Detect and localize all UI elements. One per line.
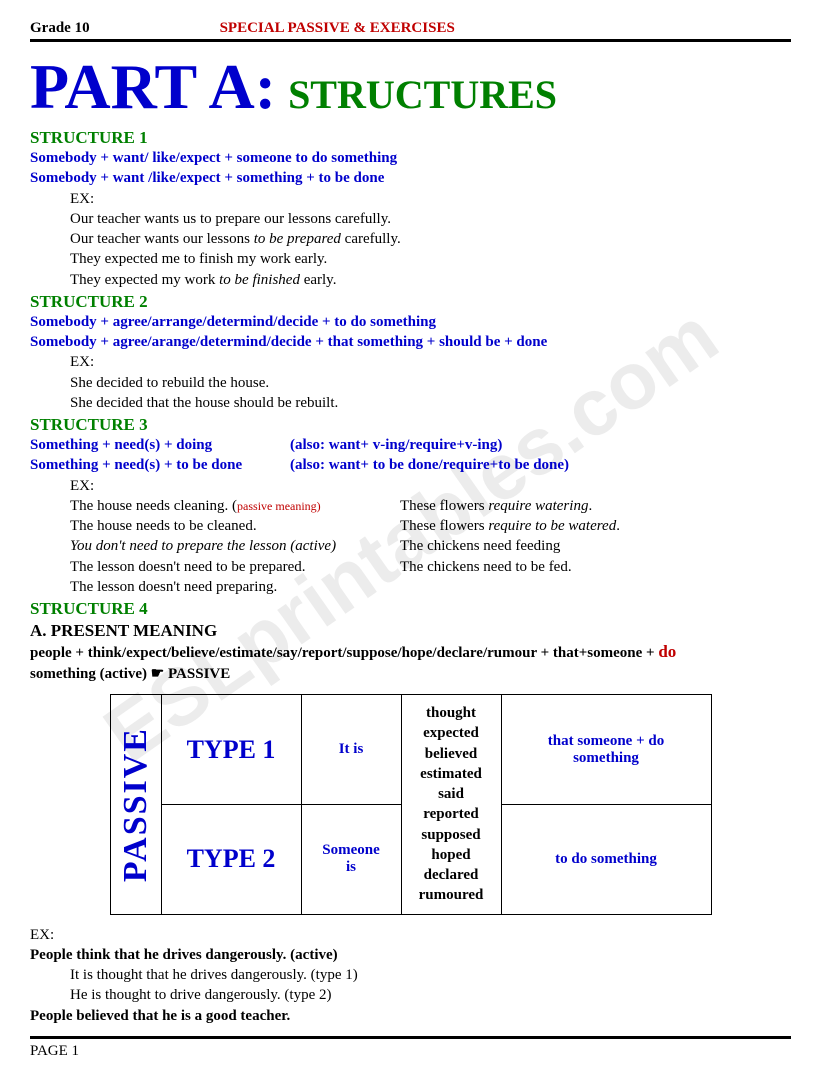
type-2-cell: TYPE 2 xyxy=(161,804,301,914)
type-1-cell: TYPE 1 xyxy=(161,695,301,805)
structure-3-heading: STRUCTURE 3 xyxy=(30,415,791,435)
passive-label: PASSIVE xyxy=(117,727,155,882)
passive-table: PASSIVE TYPE 1 It is thoughtexpectedbeli… xyxy=(110,694,712,915)
s1-ex3: They expected me to finish my work early… xyxy=(70,249,791,269)
s3-b1: These flowers require watering. xyxy=(400,496,791,516)
ex-label: EX: xyxy=(70,352,791,372)
s4-subheading: A. PRESENT MEANING xyxy=(30,621,791,641)
s2-pattern-2: Somebody + agree/arange/determind/decide… xyxy=(30,332,791,352)
page-title: PART A: STRUCTURES xyxy=(30,50,791,124)
s3-examples: EX: The house needs cleaning. (passive m… xyxy=(70,476,791,598)
s2-pattern-1: Somebody + agree/arrange/determind/decid… xyxy=(30,312,791,332)
structure-1-heading: STRUCTURE 1 xyxy=(30,128,791,148)
s2-examples: EX: She decided to rebuild the house. Sh… xyxy=(70,352,791,413)
ex2-l4: People believed that he is a good teache… xyxy=(30,1006,791,1026)
result-1-cell: that someone + do something xyxy=(501,695,711,805)
s2-ex1: She decided to rebuild the house. xyxy=(70,373,791,393)
ex-label: EX: xyxy=(70,476,791,496)
header-right: SPECIAL PASSIVE & EXERCISES xyxy=(220,20,455,37)
s3-a3: You don't need to prepare the lesson (ac… xyxy=(70,536,400,556)
result-2-cell: to do something xyxy=(501,804,711,914)
structure-2-heading: STRUCTURE 2 xyxy=(30,292,791,312)
s3-pattern-2: Something + need(s) + to be done(also: w… xyxy=(30,455,791,475)
s3-pattern-1: Something + need(s) + doing(also: want+ … xyxy=(30,435,791,455)
s2-ex2: She decided that the house should be reb… xyxy=(70,393,791,413)
s3-b3: The chickens need feeding xyxy=(400,536,791,556)
s3-b2: These flowers require to be watered. xyxy=(400,516,791,536)
ex2-l3: He is thought to drive dangerously. (typ… xyxy=(70,985,791,1005)
s1-examples: EX: Our teacher wants us to prepare our … xyxy=(70,189,791,290)
ex-label: EX: xyxy=(30,925,791,945)
verbs-cell: thoughtexpectedbelievedestimatedsaidrepo… xyxy=(401,695,501,915)
title-part-a: PART A: xyxy=(30,51,276,122)
structure-4-heading: STRUCTURE 4 xyxy=(30,599,791,619)
s4-pattern-2: something (active) ☛ PASSIVE xyxy=(30,664,791,684)
s3-a4: The lesson doesn't need to be prepared. xyxy=(70,557,400,577)
s3-a2: The house needs to be cleaned. xyxy=(70,516,400,536)
s3-a1: The house needs cleaning. (passive meani… xyxy=(70,496,400,516)
page-header: Grade 10 SPECIAL PASSIVE & EXERCISES xyxy=(30,20,791,42)
s1-pattern-1: Somebody + want/ like/expect + someone t… xyxy=(30,148,791,168)
ex2-l1: People think that he drives dangerously.… xyxy=(30,945,791,965)
header-left: Grade 10 xyxy=(30,20,90,37)
s4-pattern: people + think/expect/believe/estimate/s… xyxy=(30,641,791,664)
s1-pattern-2: Somebody + want /like/expect + something… xyxy=(30,168,791,188)
it-is-cell: It is xyxy=(301,695,401,805)
title-structures: STRUCTURES xyxy=(288,72,557,117)
ex-label: EX: xyxy=(70,189,791,209)
s3-a5: The lesson doesn't need preparing. xyxy=(70,577,400,597)
ex2-l2: It is thought that he drives dangerously… xyxy=(70,965,791,985)
someone-is-cell: Someone is xyxy=(301,804,401,914)
page-footer: PAGE 1 xyxy=(30,1036,791,1060)
bottom-examples: EX: People think that he drives dangerou… xyxy=(30,925,791,1026)
s1-ex1: Our teacher wants us to prepare our less… xyxy=(70,209,791,229)
s1-ex4: They expected my work to be finished ear… xyxy=(70,270,791,290)
s3-b4: The chickens need to be fed. xyxy=(400,557,791,577)
s1-ex2: Our teacher wants our lessons to be prep… xyxy=(70,229,791,249)
